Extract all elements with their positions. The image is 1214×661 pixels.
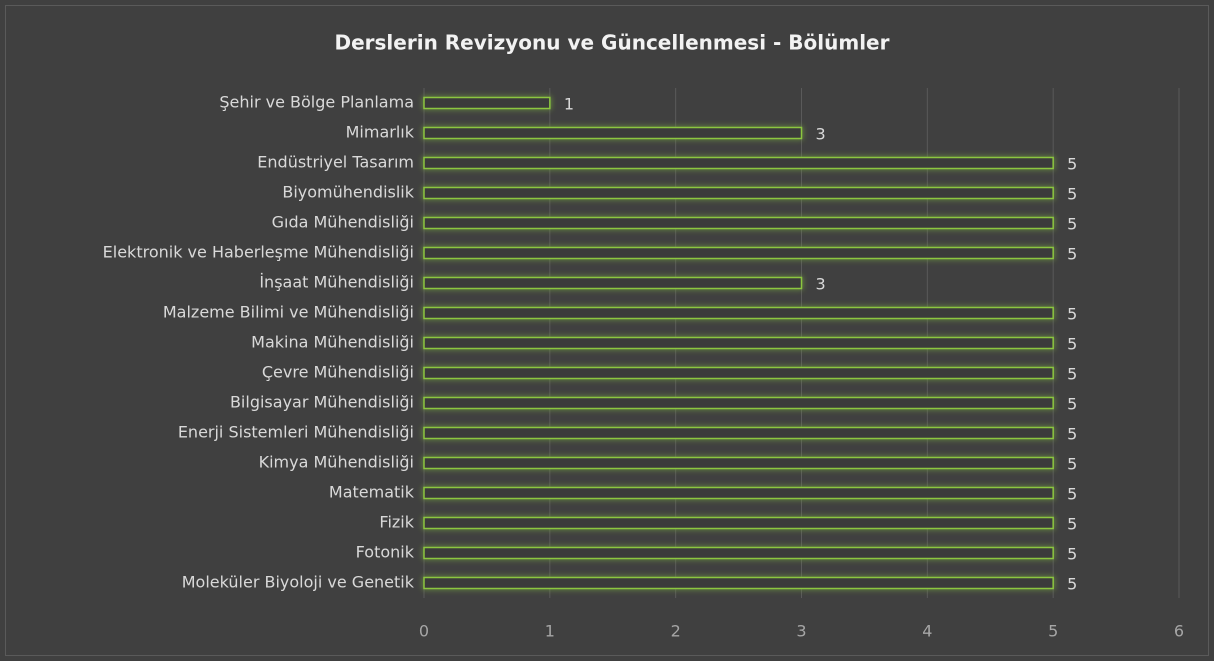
data-label: 3 bbox=[816, 125, 826, 144]
bar bbox=[423, 396, 1054, 410]
y-tick-label: Fotonik bbox=[356, 543, 415, 562]
data-label: 3 bbox=[816, 275, 826, 294]
bar bbox=[423, 126, 803, 140]
data-label: 5 bbox=[1067, 395, 1077, 414]
data-label: 5 bbox=[1067, 485, 1077, 504]
y-tick-label: Şehir ve Bölge Planlama bbox=[219, 93, 414, 112]
y-tick-label: İnşaat Mühendisliği bbox=[259, 273, 414, 292]
data-label: 5 bbox=[1067, 245, 1077, 264]
data-label: 5 bbox=[1067, 425, 1077, 444]
y-tick-label: Elektronik ve Haberleşme Mühendisliği bbox=[103, 243, 414, 262]
data-label: 5 bbox=[1067, 545, 1077, 564]
y-tick-label: Endüstriyel Tasarım bbox=[257, 153, 414, 172]
x-tick-label: 4 bbox=[922, 622, 932, 641]
data-label: 5 bbox=[1067, 575, 1077, 594]
x-tick-label: 5 bbox=[1048, 622, 1058, 641]
bar bbox=[423, 546, 1054, 560]
data-label: 5 bbox=[1067, 155, 1077, 174]
y-tick-label: Mimarlık bbox=[346, 123, 415, 142]
y-tick-label: Biyomühendislik bbox=[282, 183, 414, 202]
y-tick-label: Moleküler Biyoloji ve Genetik bbox=[182, 573, 415, 592]
bar bbox=[423, 246, 1054, 260]
x-tick-label: 1 bbox=[545, 622, 555, 641]
data-label: 1 bbox=[564, 95, 574, 114]
bar bbox=[423, 366, 1054, 380]
x-tick-label: 3 bbox=[796, 622, 806, 641]
y-tick-label: Makina Mühendisliği bbox=[251, 333, 414, 352]
y-tick-label: Bilgisayar Mühendisliği bbox=[230, 393, 414, 412]
data-label: 5 bbox=[1067, 515, 1077, 534]
x-tick-label: 2 bbox=[671, 622, 681, 641]
bar bbox=[423, 156, 1054, 170]
y-tick-label: Kimya Mühendisliği bbox=[259, 453, 414, 472]
data-label: 5 bbox=[1067, 455, 1077, 474]
bar bbox=[423, 516, 1054, 530]
x-tick-label: 0 bbox=[419, 622, 429, 641]
bar bbox=[423, 186, 1054, 200]
y-tick-label: Malzeme Bilimi ve Mühendisliği bbox=[163, 303, 414, 322]
data-label: 5 bbox=[1067, 335, 1077, 354]
bar bbox=[423, 426, 1054, 440]
bar bbox=[423, 456, 1054, 470]
bar bbox=[423, 306, 1054, 320]
y-tick-label: Çevre Mühendisliği bbox=[262, 363, 414, 382]
bar bbox=[423, 216, 1054, 230]
data-label: 5 bbox=[1067, 215, 1077, 234]
bar bbox=[423, 336, 1054, 350]
y-tick-label: Enerji Sistemleri Mühendisliği bbox=[178, 423, 414, 442]
data-label: 5 bbox=[1067, 365, 1077, 384]
chart-title: Derslerin Revizyonu ve Güncellenmesi - B… bbox=[335, 31, 890, 55]
y-tick-label: Fizik bbox=[379, 513, 414, 532]
data-label: 5 bbox=[1067, 185, 1077, 204]
bar bbox=[423, 96, 551, 110]
y-tick-label: Gıda Mühendisliği bbox=[272, 213, 414, 232]
x-tick-label: 6 bbox=[1174, 622, 1184, 641]
bar bbox=[423, 576, 1054, 590]
bar bbox=[423, 486, 1054, 500]
y-tick-label: Matematik bbox=[329, 483, 415, 502]
data-label: 5 bbox=[1067, 305, 1077, 324]
bar bbox=[423, 276, 803, 290]
